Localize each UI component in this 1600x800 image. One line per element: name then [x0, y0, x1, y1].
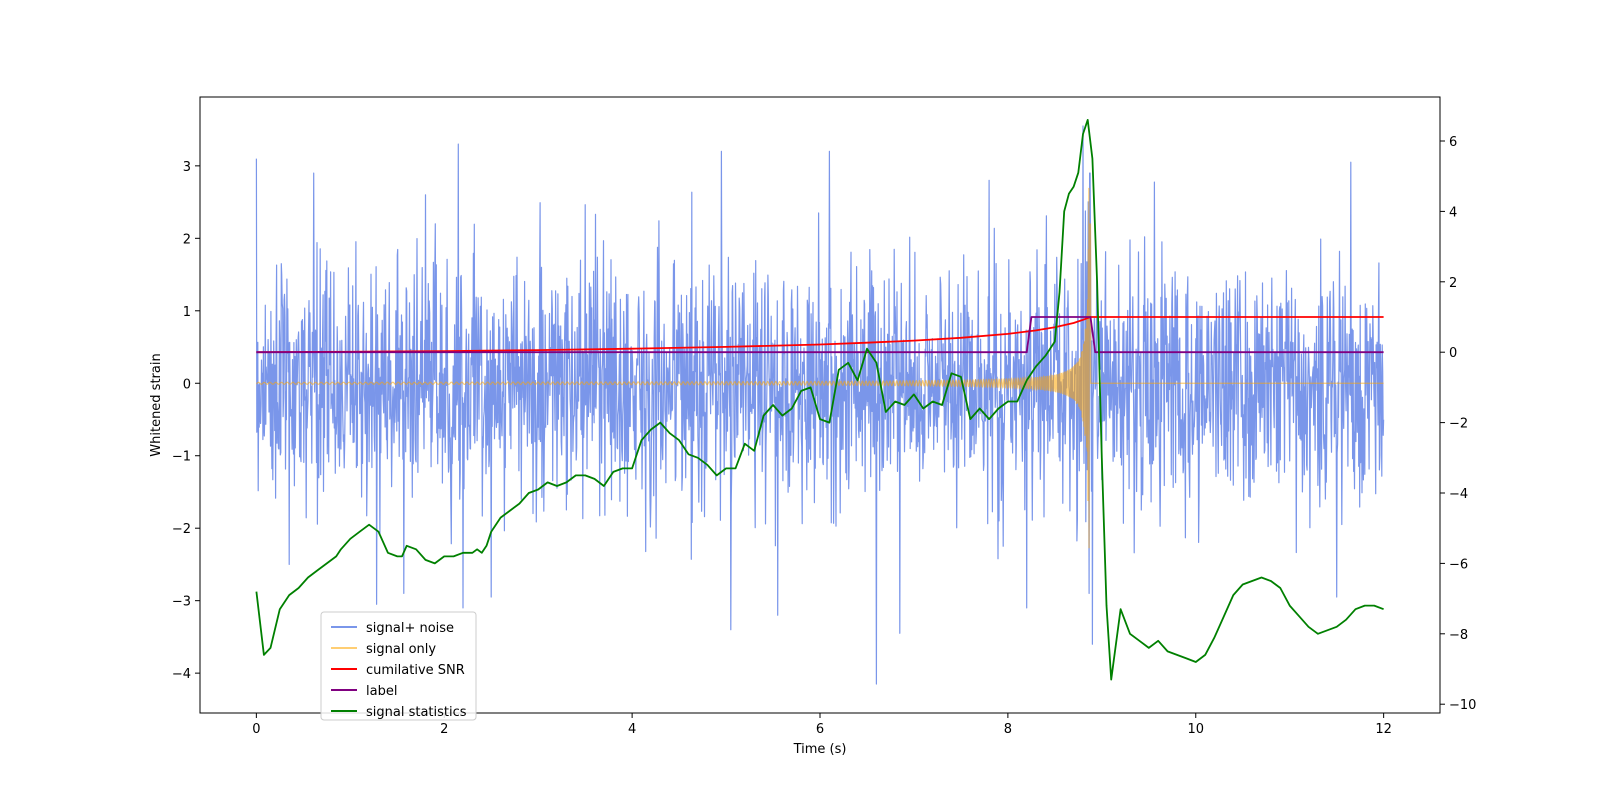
y-axis-label: Whitened strain [149, 353, 164, 456]
x-tick-label: 6 [816, 722, 824, 737]
x-tick-label: 10 [1187, 722, 1204, 737]
y-tick-label: 1 [183, 305, 191, 320]
y-tick-label: −4 [172, 667, 191, 682]
y-right-tick-label: 2 [1449, 276, 1457, 291]
x-tick-label: 8 [1004, 722, 1012, 737]
y-right-tick-label: −2 [1449, 417, 1468, 432]
y-tick-label: 0 [183, 377, 191, 392]
x-axis-label: Time (s) [793, 742, 847, 757]
legend-label: cumilative SNR [366, 663, 465, 678]
y-right-tick-label: 6 [1449, 135, 1457, 150]
x-tick-label: 4 [628, 722, 636, 737]
y-tick-label: 3 [183, 160, 191, 175]
y-axis-right: −10 −8 −6 −4 −2 0 2 4 6 [1440, 135, 1476, 713]
legend: signal+ noise signal only cumilative SNR la… [320, 611, 477, 721]
y-tick-label: −2 [172, 522, 191, 537]
y-right-tick-label: −10 [1449, 698, 1476, 713]
y-tick-label: −3 [172, 595, 191, 610]
legend-label: label [366, 684, 397, 699]
series-cumulative-snr-line [256, 316, 1384, 354]
y-right-tick-label: 4 [1449, 205, 1457, 220]
x-tick-label: 0 [252, 722, 260, 737]
series-signal-only-line [255, 187, 1384, 549]
y-tick-label: 2 [183, 232, 191, 247]
y-right-tick-label: 0 [1449, 346, 1457, 361]
series-label-line [256, 316, 1384, 354]
series-signal-noise-line [255, 125, 1385, 685]
x-tick-label: 2 [440, 722, 448, 737]
series-signal-statistics-line [255, 119, 1384, 681]
x-tick-label: 12 [1375, 722, 1392, 737]
legend-box [320, 611, 477, 721]
y-right-tick-label: −6 [1449, 557, 1468, 572]
y-right-tick-label: −4 [1449, 487, 1468, 502]
y-axis-left: −4 −3 −2 −1 0 1 2 3 [172, 160, 200, 682]
legend-label: signal only [366, 642, 436, 657]
y-tick-label: −1 [172, 450, 191, 465]
legend-label: signal statistics [366, 705, 467, 720]
legend-label: signal+ noise [366, 621, 454, 636]
y-right-tick-label: −8 [1449, 628, 1468, 643]
series-layer [255, 119, 1385, 685]
